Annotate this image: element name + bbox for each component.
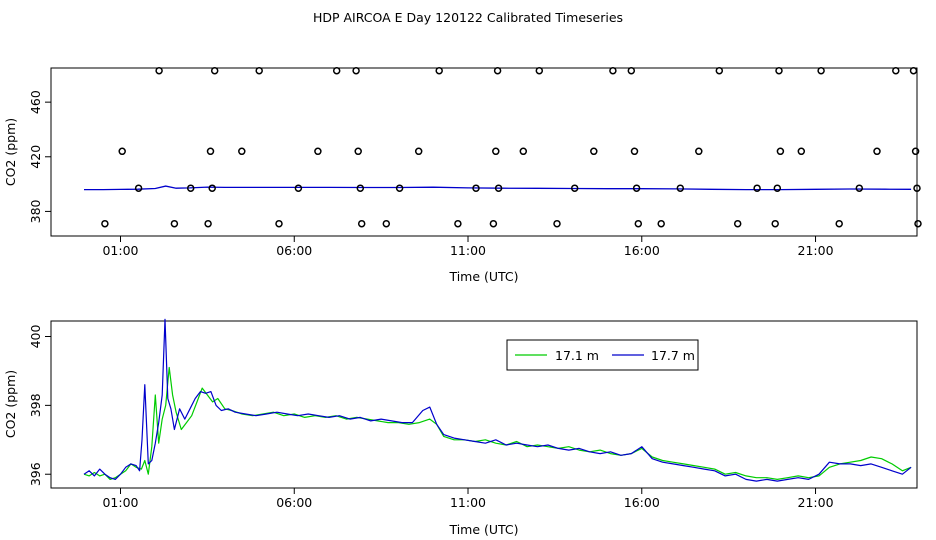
data-point <box>771 219 779 228</box>
data-point <box>352 66 360 75</box>
data-point <box>354 147 362 156</box>
data-point <box>492 147 500 156</box>
data-point <box>170 219 179 228</box>
data-point <box>627 66 636 75</box>
bottom-x-axis: 01:00 06:00 11:00 16:00 21:00 <box>102 488 834 510</box>
bottom-panel: 01:00 06:00 11:00 16:00 21:00 396 398 400 Time… <box>3 318 918 537</box>
data-point <box>773 184 782 192</box>
data-point <box>632 184 641 192</box>
top-series-line <box>84 185 912 191</box>
data-point <box>134 184 143 192</box>
top-x-tick-label: 16:00 <box>624 243 660 258</box>
top-plot-frame <box>50 67 918 237</box>
data-point <box>553 219 561 228</box>
top-series-line-layer <box>84 185 912 191</box>
data-point <box>835 219 843 228</box>
top-panel: 01:00 06:00 11:00 16:00 21:00 380 420 460 Time… <box>3 66 922 284</box>
data-point <box>118 147 126 156</box>
data-point <box>238 147 246 156</box>
legend-label-17-7: 17.7 m <box>651 348 695 363</box>
top-points-layer <box>101 66 922 228</box>
data-point <box>493 66 502 75</box>
top-y-tick-label: 420 <box>28 145 43 169</box>
data-point <box>155 66 163 75</box>
bottom-y-tick-label: 400 <box>28 325 43 349</box>
figure-title: HDP AIRCOA E Day 120122 Calibrated Times… <box>313 10 623 25</box>
data-point <box>630 147 639 156</box>
data-point <box>535 66 544 75</box>
data-point <box>395 184 404 192</box>
data-point <box>204 219 212 228</box>
top-y-axis-label: CO2 (ppm) <box>3 118 18 186</box>
data-point <box>873 147 881 156</box>
bottom-x-tick-label: 11:00 <box>450 495 486 510</box>
data-point <box>733 219 742 228</box>
bottom-y-axis: 396 398 400 <box>28 325 51 486</box>
data-point <box>210 66 219 75</box>
bottom-y-axis-label: CO2 (ppm) <box>3 370 18 438</box>
data-point <box>657 219 665 228</box>
top-x-tick-label: 01:00 <box>102 243 138 258</box>
data-point <box>314 147 322 156</box>
data-point <box>472 184 480 192</box>
top-y-tick-label: 460 <box>28 90 43 114</box>
data-point <box>676 184 685 192</box>
data-point <box>454 219 462 228</box>
bottom-series-layer <box>83 318 912 482</box>
data-point <box>489 219 498 228</box>
data-point <box>609 66 617 75</box>
bottom-x-tick-label: 06:00 <box>276 495 312 510</box>
data-point <box>208 184 216 192</box>
legend: 17.1 m 17.7 m <box>506 339 699 371</box>
data-point <box>356 184 365 192</box>
data-point <box>776 147 785 156</box>
top-y-tick-label: 380 <box>28 199 43 223</box>
series-line-17-7-m <box>83 318 912 482</box>
data-point <box>753 184 761 192</box>
bottom-x-axis-label: Time (UTC) <box>448 522 518 537</box>
data-point <box>914 219 922 228</box>
data-point <box>911 147 920 156</box>
bottom-x-tick-label: 21:00 <box>798 495 834 510</box>
bottom-y-tick-label: 396 <box>28 462 43 486</box>
data-point <box>909 66 918 75</box>
top-x-tick-label: 06:00 <box>276 243 312 258</box>
data-point <box>913 184 921 192</box>
data-point <box>519 147 528 156</box>
data-point <box>570 184 579 192</box>
data-point <box>494 184 503 192</box>
data-point <box>275 219 283 228</box>
top-x-axis-label: Time (UTC) <box>448 269 518 284</box>
data-point <box>590 147 598 156</box>
data-point <box>294 184 303 192</box>
top-x-tick-label: 11:00 <box>450 243 486 258</box>
data-point <box>206 147 215 156</box>
top-x-axis: 01:00 06:00 11:00 16:00 21:00 <box>102 236 834 258</box>
bottom-plot-frame <box>50 320 918 489</box>
top-y-axis: 380 420 460 <box>28 90 51 223</box>
data-point <box>634 219 643 228</box>
data-point <box>382 219 391 228</box>
data-point <box>715 66 724 75</box>
data-point <box>332 66 341 75</box>
data-point <box>101 219 109 228</box>
data-point <box>695 147 703 156</box>
top-x-tick-label: 21:00 <box>798 243 834 258</box>
data-point <box>892 66 900 75</box>
data-point <box>255 66 263 75</box>
data-point <box>435 66 443 75</box>
data-point <box>855 184 864 192</box>
bottom-x-tick-label: 01:00 <box>102 495 138 510</box>
series-line-17-1-m <box>83 366 912 480</box>
data-point <box>817 66 825 75</box>
data-point <box>357 219 366 228</box>
data-point <box>797 147 806 156</box>
legend-label-17-1: 17.1 m <box>555 348 599 363</box>
data-point <box>775 66 783 75</box>
bottom-y-tick-label: 398 <box>28 393 43 417</box>
bottom-x-tick-label: 16:00 <box>624 495 660 510</box>
data-point <box>186 184 195 192</box>
data-point <box>414 147 423 156</box>
